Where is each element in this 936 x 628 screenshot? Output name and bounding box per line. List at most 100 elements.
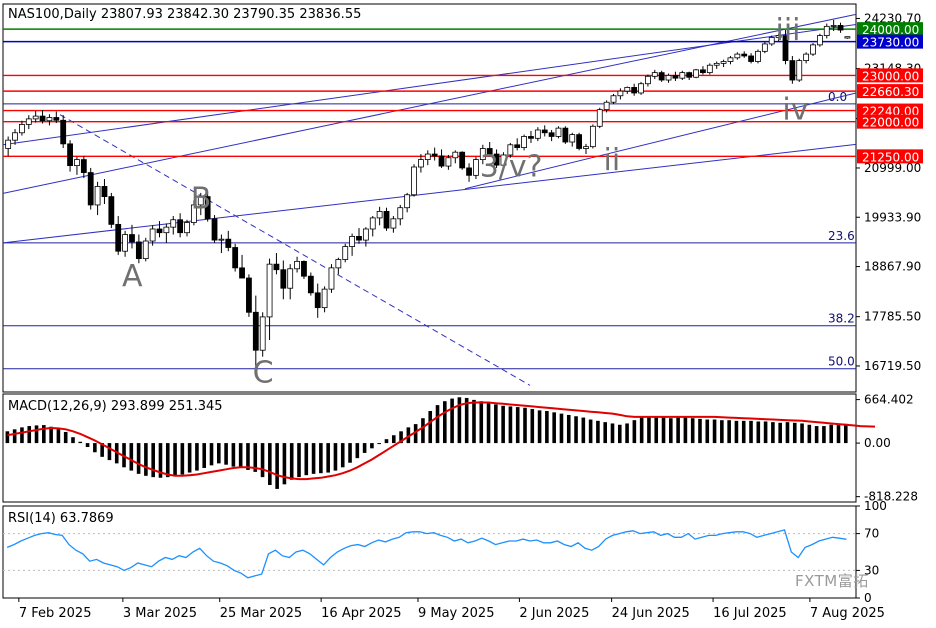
price-level-label-5: 22000.00 xyxy=(862,116,919,130)
candle-body xyxy=(541,129,548,134)
candle-body xyxy=(67,143,73,167)
macd-histogram-bar xyxy=(289,443,294,480)
macd-histogram-bar xyxy=(829,424,834,444)
candle-body xyxy=(486,148,493,155)
rsi-axis-label-3: 0 xyxy=(864,591,872,605)
candle-body xyxy=(837,25,844,31)
macd-histogram-bar xyxy=(464,397,469,444)
macd-histogram-bar xyxy=(311,443,316,474)
candle-body xyxy=(349,235,356,247)
macd-histogram-bar xyxy=(85,443,90,448)
candle-body xyxy=(115,223,122,252)
candle-body xyxy=(782,35,789,61)
macd-histogram-bar xyxy=(486,403,491,444)
macd-histogram-bar xyxy=(698,418,702,444)
macd-histogram-bar xyxy=(71,437,75,444)
macd-histogram-bar xyxy=(771,422,775,444)
candle-body xyxy=(60,119,67,145)
macd-histogram-bar xyxy=(625,423,629,444)
macd-histogram-bar xyxy=(566,414,571,444)
candle-body xyxy=(46,117,53,122)
candle-body xyxy=(459,151,466,169)
macd-histogram-bar xyxy=(231,443,236,467)
wave-trend-line xyxy=(464,92,857,190)
candle-body xyxy=(170,219,177,228)
macd-histogram-bar xyxy=(792,422,797,444)
candle-body xyxy=(452,151,459,159)
wave-label-5: iii xyxy=(775,13,800,48)
candle-body xyxy=(748,55,754,62)
macd-histogram-bar xyxy=(355,443,360,459)
macd-histogram-bar xyxy=(275,443,279,489)
x-axis-label-5: 2 Jun 2025 xyxy=(519,606,589,621)
x-axis-label-8: 7 Aug 2025 xyxy=(810,606,885,621)
candle-body xyxy=(493,153,500,166)
macd-histogram-bar xyxy=(129,443,134,471)
candle-body xyxy=(500,154,507,166)
candle-body xyxy=(548,132,555,137)
channel-mid-line xyxy=(2,24,857,146)
candle-body xyxy=(734,53,741,59)
candle-body xyxy=(631,87,638,94)
macd-histogram-bar xyxy=(340,443,345,468)
macd-histogram-bar xyxy=(523,407,527,444)
macd-axis-label-1: 0.00 xyxy=(864,436,891,450)
macd-histogram-bar xyxy=(370,443,374,449)
macd-histogram-bar xyxy=(144,443,148,476)
candle-body xyxy=(679,72,686,79)
candle-body xyxy=(190,204,197,223)
candle-body xyxy=(301,260,307,277)
macd-histogram-bar xyxy=(406,427,411,444)
macd-histogram-bar xyxy=(581,417,586,444)
macd-histogram-bar xyxy=(391,435,396,444)
macd-histogram-bar xyxy=(720,420,724,444)
macd-histogram-bar xyxy=(297,443,301,478)
candle-body xyxy=(321,288,328,309)
price-level-tag xyxy=(857,103,923,118)
macd-histogram-bar xyxy=(93,443,97,453)
candle-body xyxy=(562,127,569,143)
candle-body xyxy=(197,196,204,206)
macd-histogram-bar xyxy=(428,411,433,444)
macd-histogram-bar xyxy=(333,443,338,471)
candle-body xyxy=(80,159,87,173)
channel-lower-line xyxy=(2,143,857,244)
candle-body xyxy=(521,136,527,148)
macd-histogram-bar xyxy=(100,443,104,457)
macd-histogram-bar xyxy=(202,443,207,468)
rsi-axis-label-1: 70 xyxy=(864,527,879,541)
candle-body xyxy=(25,118,32,125)
candle-body xyxy=(479,148,486,160)
macd-histogram-bar xyxy=(158,443,163,478)
candle-body xyxy=(665,74,672,81)
macd-histogram-bar xyxy=(741,420,746,444)
candle-body xyxy=(383,211,390,229)
candle-body xyxy=(142,240,149,260)
candle-body xyxy=(12,132,18,141)
price-axis-label-4: 19933.90 xyxy=(864,210,921,224)
macd-histogram-bar xyxy=(180,443,185,475)
x-axis-label-2: 25 Mar 2025 xyxy=(220,606,302,621)
macd-histogram-bar xyxy=(165,443,170,478)
x-axis-label-4: 9 May 2025 xyxy=(418,606,495,621)
macd-axis-label-0: 664.402 xyxy=(864,393,914,407)
candle-body xyxy=(700,69,706,74)
price-level-label-1: 23730.00 xyxy=(862,36,919,50)
candle-body xyxy=(624,87,631,92)
macd-histogram-bar xyxy=(807,424,812,444)
candle-body xyxy=(287,268,294,289)
macd-histogram-bar xyxy=(20,427,24,444)
candle-body xyxy=(816,35,823,46)
price-pane-title: NAS100,Daily 23807.93 23842.30 23790.35 … xyxy=(8,7,361,22)
macd-histogram-bar xyxy=(610,423,615,444)
macd-histogram-bar xyxy=(413,424,418,444)
wave-label-0: A xyxy=(122,259,143,294)
price-level-label-2: 23000.00 xyxy=(862,69,919,83)
candle-body xyxy=(335,259,342,269)
x-axis-label-3: 16 Apr 2025 xyxy=(321,606,401,621)
macd-histogram-bar xyxy=(282,443,287,485)
macd-histogram-bar xyxy=(756,421,761,444)
candle-body xyxy=(252,311,259,351)
